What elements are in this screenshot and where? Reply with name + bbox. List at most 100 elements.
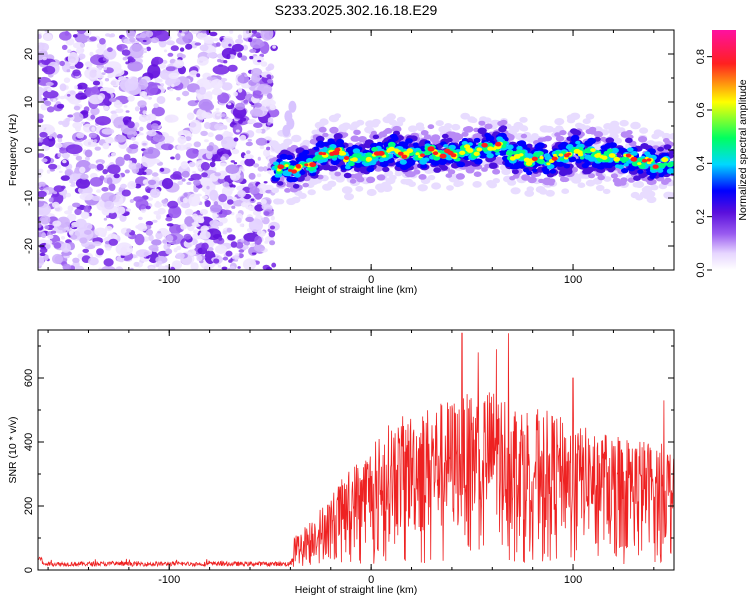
- noise-blob: [90, 107, 100, 116]
- noise-blob: [209, 219, 220, 227]
- noise-blob: [145, 220, 154, 226]
- noise-blob: [39, 215, 51, 225]
- noise-blob: [164, 135, 175, 144]
- spectrogram-cell-3: [570, 135, 580, 141]
- noise-blob: [157, 62, 166, 69]
- noise-blob: [91, 126, 96, 132]
- spectrogram-cell-3: [391, 136, 399, 142]
- spectrogram-cell-1: [562, 177, 570, 183]
- noise-blob: [170, 156, 175, 160]
- noise-blob: [140, 132, 144, 136]
- spectrogram-cell-2: [663, 144, 672, 150]
- noise-blob: [61, 44, 68, 51]
- spectrogram-cell-1: [454, 133, 464, 141]
- spectrogram-cell-3: [608, 142, 618, 148]
- noise-blob: [179, 47, 185, 52]
- noise-blob: [161, 178, 174, 189]
- spectrogram-cell-0: [634, 181, 645, 188]
- noise-blob: [165, 66, 176, 72]
- noise-blob: [141, 155, 156, 168]
- noise-blob: [248, 172, 256, 180]
- spectrogram-cell-3: [290, 176, 299, 183]
- noise-blob: [241, 238, 245, 241]
- noise-blob: [70, 234, 78, 240]
- noise-blob: [193, 229, 199, 234]
- spectrogram-cell-5: [505, 150, 514, 156]
- spectrogram-cell-7: [641, 158, 648, 163]
- noise-blob: [256, 230, 263, 238]
- x-tick-label: 0: [368, 274, 374, 286]
- spectrogram-cell-0: [291, 196, 301, 204]
- noise-blob: [103, 105, 110, 111]
- noise-blob: [270, 215, 275, 221]
- spectrogram-cell-7: [304, 163, 309, 167]
- spectrogram-cell-5: [663, 162, 669, 166]
- noise-blob: [166, 234, 174, 242]
- noise-blob: [96, 189, 101, 193]
- noise-blob: [66, 213, 77, 221]
- spectrogram-xlabel: Height of straight line (km): [295, 284, 418, 296]
- spectrogram-cell-1: [492, 168, 501, 175]
- noise-blob: [113, 101, 123, 109]
- noise-blob: [203, 139, 209, 143]
- spectrogram-cell-0: [661, 132, 671, 140]
- spectrogram-cell-0: [571, 176, 582, 184]
- spectrogram-cell-6: [577, 152, 584, 157]
- noise-blob: [161, 199, 168, 204]
- noise-blob: [71, 112, 84, 123]
- spectrogram-cell-1: [499, 119, 508, 126]
- noise-blob: [214, 214, 219, 218]
- spectrogram-cell-1: [431, 134, 441, 141]
- noise-blob: [219, 217, 228, 224]
- y-tick-label: -20: [23, 238, 35, 254]
- noise-blob: [213, 37, 219, 42]
- noise-blob: [239, 166, 244, 170]
- noise-blob: [207, 132, 214, 138]
- noise-blob: [261, 99, 276, 107]
- spectrogram-outlier: [288, 100, 297, 113]
- noise-blob: [38, 222, 42, 228]
- noise-blob: [143, 147, 161, 159]
- noise-blob: [93, 139, 98, 143]
- spectrogram-cell-7: [495, 141, 502, 147]
- spectrogram-cell-1: [284, 188, 291, 193]
- spectrogram-cell-1: [302, 182, 310, 188]
- noise-blob: [75, 178, 91, 189]
- noise-blob: [248, 183, 254, 189]
- spectrogram-cell-4: [423, 157, 430, 162]
- noise-blob: [62, 159, 67, 164]
- noise-blob: [89, 141, 98, 147]
- noise-blob: [38, 255, 45, 267]
- spectrogram-cell-0: [487, 181, 497, 189]
- spectrogram-cell-1: [638, 136, 648, 143]
- spectrogram-cell-0: [577, 182, 586, 188]
- noise-blob: [57, 152, 62, 158]
- noise-blob: [101, 72, 106, 75]
- noise-blob: [183, 233, 192, 240]
- spectrogram-cell-7: [309, 162, 317, 168]
- noise-blob: [248, 37, 253, 43]
- noise-blob: [267, 63, 275, 71]
- noise-blob: [233, 162, 238, 165]
- noise-blob: [155, 231, 163, 240]
- noise-blob: [221, 116, 225, 120]
- noise-blob: [96, 43, 102, 49]
- spectrogram-cell-4: [516, 145, 523, 151]
- noise-blob: [237, 266, 241, 269]
- noise-blob: [64, 168, 74, 177]
- spectrogram-cell-7: [288, 168, 293, 172]
- spectrogram-cell-3: [485, 135, 495, 142]
- noise-blob: [232, 124, 243, 135]
- noise-blob: [71, 225, 75, 228]
- noise-blob: [79, 166, 86, 174]
- spectrogram-cell-1: [331, 127, 338, 133]
- noise-blob: [110, 152, 117, 157]
- noise-blob: [232, 106, 247, 119]
- spectrogram-cell-4: [617, 164, 624, 170]
- spectrogram-cell-2: [333, 133, 343, 140]
- spectrogram-cell-1: [418, 174, 427, 180]
- noise-blob: [185, 142, 193, 148]
- noise-blob: [38, 137, 42, 141]
- noise-blob: [80, 110, 89, 115]
- noise-blob: [104, 226, 113, 231]
